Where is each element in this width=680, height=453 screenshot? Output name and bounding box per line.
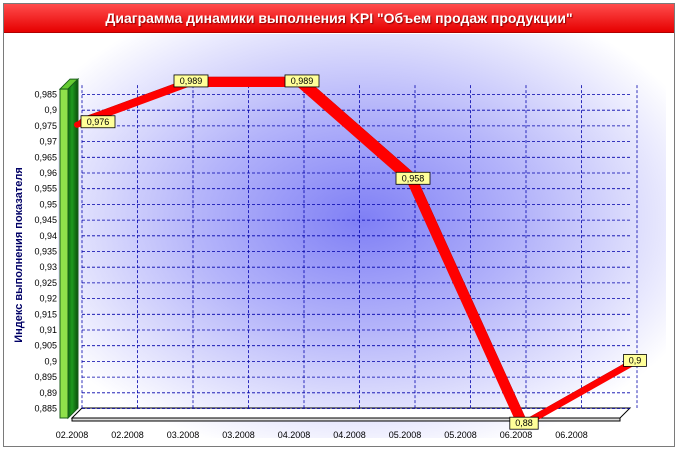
- y-tick-label: 0,915: [34, 309, 57, 319]
- y-tick-label: 0,935: [34, 247, 57, 257]
- x-tick-label: 02.2008: [56, 430, 89, 440]
- y-tick-labels: 0,885 0,89 0,895 0,9 0,905 0,91 0,915 0,92 0,925…: [34, 90, 57, 414]
- y-tick-label: 0,895: [34, 372, 57, 382]
- x-tick-label: 02.2008: [111, 430, 144, 440]
- y-tick-label: 0,925: [34, 278, 57, 288]
- y-tick-label: 0,91: [39, 325, 57, 335]
- axis-bar-side: [67, 77, 79, 420]
- y-tick-label: 0,975: [34, 121, 57, 131]
- floor-edge: [71, 417, 621, 422]
- data-label: 0,958: [402, 173, 425, 183]
- data-label-box: [284, 74, 320, 88]
- data-label: 0,88: [515, 418, 533, 428]
- x-tick-label: 05.2008: [389, 430, 422, 440]
- x-tick-label: 03.2008: [167, 430, 200, 440]
- data-label: 0,989: [291, 76, 314, 86]
- y-tick-label: 0,93: [39, 262, 57, 272]
- series-segment-face: [518, 360, 635, 430]
- y-tick-label: 0,89: [39, 388, 57, 398]
- y-tick-label: 0,905: [34, 341, 57, 351]
- data-label: 0,9: [629, 355, 642, 365]
- y-tick-label: 0,965: [34, 152, 57, 162]
- x-tick-label: 04.2008: [333, 430, 366, 440]
- y-axis-bar: [58, 77, 80, 420]
- x-tick-label: 05.2008: [444, 430, 477, 440]
- grid-lines: [81, 85, 638, 409]
- series-segment-face: [407, 178, 524, 430]
- data-label-box: [80, 115, 116, 129]
- x-tick-labels: 02.2008 02.2008 03.2008 03.2008 04.2008 04.20…: [56, 430, 588, 440]
- series-line: [74, 76, 638, 430]
- data-label-box: [623, 353, 647, 367]
- axis-bar-front: [59, 88, 69, 419]
- series-segment-face: [296, 80, 413, 185]
- y-tick-label: 0,9: [44, 356, 57, 366]
- y-tick-label: 0,94: [39, 231, 57, 241]
- data-label-box: [173, 74, 209, 88]
- y-tick-label: 0,945: [34, 215, 57, 225]
- title-bar: Диаграмма динамики выполнения KPI "Объем…: [4, 4, 674, 33]
- plot-floor: [70, 407, 632, 422]
- y-tick-label: 0,97: [39, 137, 57, 147]
- y-tick-label: 0,9: [44, 105, 57, 115]
- x-tick-label: 06.2008: [500, 430, 533, 440]
- data-labels: 0,976 0,989 0,989 0,958 0,88 0,9: [80, 74, 647, 430]
- y-tick-label: 0,96: [39, 168, 57, 178]
- data-label-box: [395, 171, 431, 185]
- data-label: 0,989: [180, 76, 203, 86]
- data-label: 0,976: [87, 117, 110, 127]
- data-label-box: [509, 416, 539, 430]
- y-tick-label: 0,955: [34, 184, 57, 194]
- x-tick-label: 03.2008: [222, 430, 255, 440]
- y-tick-label: 0,92: [39, 294, 57, 304]
- y-tick-label: 0,985: [34, 90, 57, 100]
- y-axis-label: Индекс выполнения показателя: [13, 167, 25, 343]
- y-tick-label: 0,885: [34, 404, 57, 414]
- y-tick-label: 0,95: [39, 199, 57, 209]
- x-tick-label: 04.2008: [278, 430, 311, 440]
- chart-title: Диаграмма динамики выполнения KPI "Объем…: [105, 10, 573, 26]
- x-tick-label: 06.2008: [555, 430, 588, 440]
